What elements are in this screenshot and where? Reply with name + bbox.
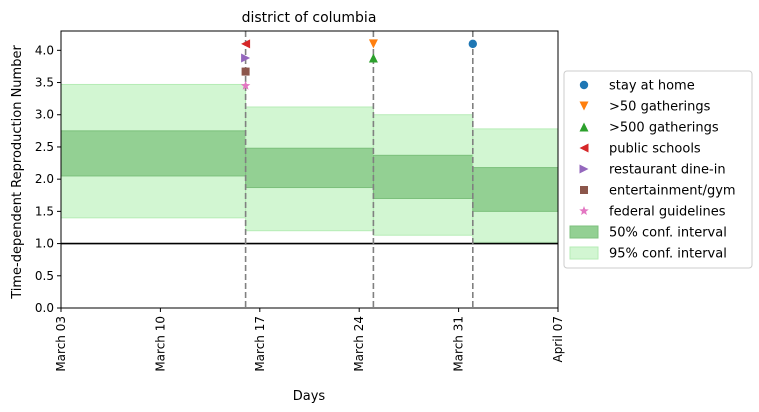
marker-stay-at-home xyxy=(468,39,477,49)
chart-title: district of columbia xyxy=(242,10,377,26)
ci50-band-4 xyxy=(472,167,559,212)
legend-swatch-ci95 xyxy=(569,246,599,260)
plot-frame xyxy=(60,30,559,309)
marker-restaurant-dine-in xyxy=(241,53,251,63)
y-tick-label: 0.5 xyxy=(35,269,54,283)
legend-label: public schools xyxy=(609,142,701,157)
marker-federal-guidelines xyxy=(240,80,251,90)
legend-box xyxy=(563,70,753,269)
legend-marker xyxy=(579,101,589,111)
legend-label: stay at home xyxy=(609,79,695,94)
legend-label: >500 gatherings xyxy=(609,121,719,136)
x-tick-label: March 17 xyxy=(253,316,267,372)
y-tick-label: 2.5 xyxy=(35,140,54,154)
legend-label: entertainment/gym xyxy=(609,184,736,199)
legend-marker xyxy=(579,80,589,90)
y-axis: 0.0 0.5 1.0 1.5 2.0 2.5 3.0 3.5 4.0 xyxy=(35,43,61,315)
legend-label: restaurant dine-in xyxy=(609,163,726,178)
legend-marker xyxy=(580,186,588,194)
legend-marker xyxy=(579,143,589,153)
x-tick-label: March 03 xyxy=(54,316,68,372)
y-tick-label: 2.0 xyxy=(35,172,54,186)
legend-swatch-ci50 xyxy=(569,225,599,239)
ci50-band-2 xyxy=(245,147,374,189)
y-axis-label: Time-dependent Reproduction Number xyxy=(10,45,25,300)
x-axis-label: Days xyxy=(293,389,326,404)
legend-label: federal guidelines xyxy=(609,205,726,220)
marker-entertainment-gym xyxy=(241,67,250,76)
legend-label: 50% conf. interval xyxy=(609,226,727,241)
y-tick-label: 0.0 xyxy=(35,301,54,315)
x-tick-label: March 10 xyxy=(153,316,167,372)
x-tick-label: March 24 xyxy=(352,316,366,372)
reference-lines xyxy=(61,31,558,308)
interval-bands xyxy=(60,83,559,243)
marker-public-schools xyxy=(241,39,251,49)
x-axis: March 03 March 10 March 17 March 24 March 31… xyxy=(54,308,565,372)
marker-500-gatherings xyxy=(368,53,378,63)
ci50-band-1 xyxy=(60,130,247,177)
legend-marker xyxy=(579,164,589,174)
y-tick-label: 1.5 xyxy=(35,204,54,218)
y-tick-label: 1.0 xyxy=(35,237,54,251)
y-tick-label: 4.0 xyxy=(35,43,54,57)
legend-label: >50 gatherings xyxy=(609,100,711,115)
y-tick-label: 3.0 xyxy=(35,108,54,122)
y-tick-label: 3.5 xyxy=(35,76,54,90)
x-tick-label: March 31 xyxy=(452,316,466,372)
legend-label: 95% conf. interval xyxy=(609,247,727,262)
intervention-markers xyxy=(240,39,477,90)
x-tick-label: April 07 xyxy=(551,316,565,363)
ci50-band-3 xyxy=(372,154,474,199)
marker-50-gatherings xyxy=(368,39,378,49)
legend-marker xyxy=(579,206,589,216)
legend: stay at home >50 gatherings >500 gathering… xyxy=(563,70,753,269)
legend-marker xyxy=(579,122,589,132)
